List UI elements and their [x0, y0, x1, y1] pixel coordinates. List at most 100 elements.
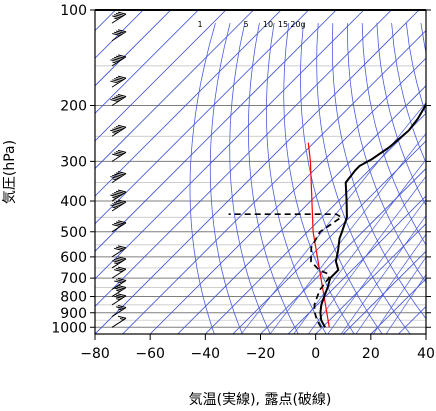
- wind-barb-feather: [114, 258, 123, 262]
- wind-barb-feather: [117, 293, 127, 297]
- isotherm-line: [205, 112, 426, 334]
- wind-barb: [111, 285, 127, 297]
- wind-barb-half-feather: [114, 17, 119, 20]
- isotherm-line: [95, 10, 365, 280]
- dry-adiabat-line: [189, 22, 216, 334]
- y-tick-label: 300: [60, 154, 87, 170]
- wind-barb-feather: [117, 171, 127, 175]
- wind-barb-feather: [117, 305, 127, 309]
- wind-barb-feather: [114, 14, 123, 18]
- wind-barb-feather: [114, 247, 123, 251]
- wind-barb-feather: [117, 245, 127, 249]
- x-axis-title: 気温(実線), 露点(破線): [189, 392, 332, 408]
- wind-barb-feather: [117, 94, 127, 97]
- y-tick-label: 100: [60, 3, 87, 19]
- wind-barb-half-feather: [114, 262, 119, 265]
- wind-barb-half-feather: [112, 206, 117, 209]
- wind-barb-feather: [115, 294, 125, 298]
- wind-barb-feather: [112, 32, 121, 36]
- grid-layer: [95, 10, 426, 334]
- mixing-ratio-label: 20g: [290, 20, 305, 29]
- wind-barb-feather: [117, 149, 127, 153]
- wind-barb-feather: [115, 267, 125, 271]
- wind-barb: [111, 149, 127, 162]
- isotherm-line: [315, 223, 426, 334]
- wind-barb-feather: [112, 153, 121, 157]
- isotherm-line: [95, 10, 282, 197]
- wind-barb-feather: [114, 287, 123, 291]
- wind-barb-feather: [112, 193, 121, 197]
- wind-barb-feather: [117, 266, 127, 270]
- dry-adiabat-line: [229, 23, 271, 334]
- wind-barb-feather: [110, 80, 119, 84]
- wind-barb-feather: [115, 172, 125, 176]
- dry-adiabat-line: [300, 23, 383, 334]
- isotherm-line: [425, 333, 426, 334]
- isotherm-line: [177, 85, 426, 334]
- dry-adiabat-line: [331, 23, 426, 320]
- wind-barb-feather: [114, 295, 123, 299]
- mixing-ratio-line: [308, 175, 426, 334]
- wind-barb: [111, 256, 127, 269]
- wind-barb-feather: [117, 277, 127, 281]
- wind-barb-half-feather: [112, 178, 117, 181]
- y-tick-label: 500: [60, 225, 87, 241]
- wind-barb-half-feather: [119, 318, 125, 320]
- dry-adiabat-line: [361, 23, 426, 246]
- wind-barb-feather: [110, 194, 119, 198]
- wind-barb-feather: [112, 223, 121, 227]
- wind-barb-feather: [115, 279, 125, 283]
- y-tick-label: 700: [60, 271, 87, 287]
- dry-adiabat-line: [265, 23, 327, 334]
- wind-barb-feather: [114, 152, 123, 156]
- wind-barb: [111, 220, 127, 233]
- wind-barb-feather: [115, 200, 125, 204]
- wind-barb: [111, 29, 127, 42]
- wind-barb: [110, 54, 127, 67]
- wind-barb-feather: [112, 97, 121, 101]
- wind-barb-feather: [115, 190, 125, 194]
- wind-barb-feather: [115, 12, 125, 16]
- dry-adiabat-line: [376, 23, 426, 207]
- wind-barb-half-feather: [112, 131, 117, 134]
- mixing-ratio-label: 1: [197, 20, 202, 29]
- isotherm-line: [122, 30, 426, 334]
- wind-barb: [111, 266, 127, 279]
- y-tick-label: 800: [60, 290, 87, 306]
- wind-barbs: [110, 11, 127, 328]
- isotherm-line: [95, 10, 337, 252]
- isotherm-line: [398, 305, 426, 334]
- wind-barb-feather: [115, 95, 125, 99]
- wind-barb-feather: [114, 222, 123, 226]
- x-tick-label: −40: [191, 346, 221, 362]
- wind-barb-feather: [112, 260, 121, 264]
- wind-barb-feather: [114, 173, 123, 177]
- mixing-ratio-line: [293, 159, 426, 334]
- y-axis-title: 気圧(hPa): [2, 140, 18, 204]
- isotherm-line: [287, 195, 426, 334]
- dry-adiabat-line: [209, 23, 243, 334]
- wind-barb-feather: [114, 280, 123, 284]
- wind-barb-feather: [115, 126, 125, 129]
- mixing-ratio-label: 15: [278, 20, 288, 29]
- wind-barb-feather: [114, 96, 123, 100]
- isotherm-line: [95, 10, 309, 225]
- isotherm-line: [95, 10, 227, 142]
- mixing-ratio-line: [373, 256, 426, 334]
- wind-barb-feather: [117, 256, 127, 260]
- isotherm-line: [370, 278, 426, 334]
- wind-barb: [110, 75, 127, 88]
- wind-barb-feather: [117, 124, 127, 128]
- wind-barb-feather: [117, 285, 127, 289]
- wind-barb-feather: [115, 221, 125, 225]
- wind-barb: [111, 305, 127, 317]
- wind-barb-feather: [117, 315, 127, 319]
- wind-barb-feather: [117, 75, 127, 79]
- wind-barb: [111, 315, 127, 328]
- dewpoint-line: [228, 213, 343, 328]
- x-tick-label: −80: [80, 346, 110, 362]
- wind-barb: [110, 189, 127, 202]
